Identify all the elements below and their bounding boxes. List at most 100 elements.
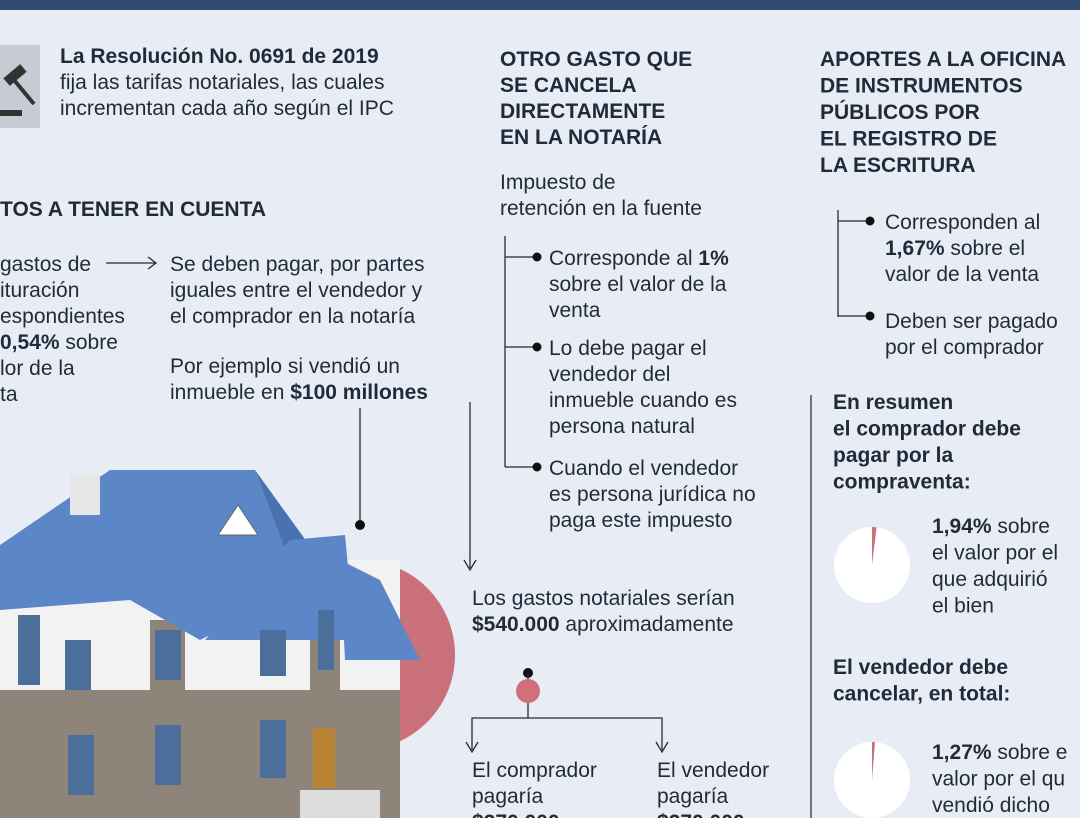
text-run: APORTES A LA OFICINA [820, 48, 1066, 71]
summary-heading: pagar por la [833, 444, 954, 467]
text-run: que adquirió [932, 568, 1048, 591]
text-run: $540.000 [472, 613, 560, 636]
summary-text: 1,94% sobre [932, 515, 1050, 538]
text-run: 1,67% [885, 237, 945, 260]
text-run: Los gastos notariales serían [472, 587, 735, 610]
text-run: En resumen [833, 391, 953, 414]
bullet-text: Lo debe pagar el [549, 337, 707, 360]
section-heading: DIRECTAMENTE [500, 100, 665, 123]
bullet-text: Deben ser pagado [885, 310, 1058, 333]
text-run: valor de la venta [885, 263, 1039, 286]
text-run: paga este impuesto [549, 509, 732, 532]
buyer-text: $270.000 [472, 811, 560, 818]
text-run: compraventa: [833, 471, 971, 494]
pie-icons [834, 527, 910, 818]
summary-text: el valor por el [932, 542, 1058, 565]
summary-heading: compraventa: [833, 471, 971, 494]
text-run: Se deben pagar, por partes [170, 253, 425, 276]
connectors [106, 210, 875, 818]
text-run: pagar por la [833, 444, 954, 467]
text-run: ta [0, 383, 18, 406]
text-run: $270.000 [472, 811, 560, 818]
text-run: espondientes [0, 305, 125, 328]
text-layer: La Resolución No. 0691 de 2019 fija las t… [0, 45, 1067, 818]
payment-text: iguales entre el vendedor y [170, 279, 423, 302]
text-run: 1,94% [932, 515, 992, 538]
text-run: 0,54% [0, 331, 60, 354]
text-run: DIRECTAMENTE [500, 100, 665, 123]
example-text: inmueble en $100 millones [170, 381, 428, 404]
buyer-text: El comprador [472, 759, 597, 782]
text-run: vendió dicho [932, 794, 1050, 817]
text-run: sobre e [992, 741, 1068, 764]
section-heading: SE CANCELA [500, 74, 637, 97]
text-run: Lo debe pagar el [549, 337, 707, 360]
summary-text: valor por el qu [932, 768, 1065, 791]
text-run: Corresponden al [885, 211, 1040, 234]
text-run: $100 millones [290, 381, 428, 404]
section-heading: EN LA NOTARÍA [500, 126, 662, 149]
text-run: inmueble en [170, 381, 290, 404]
subheading: retención en la fuente [500, 197, 702, 220]
cost-text: lor de la [0, 357, 75, 380]
section-heading: APORTES A LA OFICINA [820, 48, 1066, 71]
bullet-text: vendedor del [549, 363, 670, 386]
bullet-text: por el comprador [885, 336, 1044, 359]
house-illustration [0, 470, 455, 818]
example-text: Por ejemplo si vendió un [170, 355, 400, 378]
text-run: ituración [0, 279, 79, 302]
text-run: PÚBLICOS POR [820, 100, 980, 124]
text-run: TOS A TENER EN CUENTA [0, 198, 266, 221]
seller-text: El vendedor [657, 759, 769, 782]
text-run: Corresponde al [549, 247, 698, 270]
text-run: sobre [60, 331, 118, 354]
text-run: Por ejemplo si vendió un [170, 355, 400, 378]
bullet-text: Cuando el vendedor [549, 457, 738, 480]
text-run: sobre el valor de la [549, 273, 727, 296]
total-text: Los gastos notariales serían [472, 587, 735, 610]
text-run: incrementan cada año según el IPC [60, 97, 394, 120]
text-run: Impuesto de [500, 171, 616, 194]
text-run: pagaría [472, 785, 544, 808]
text-run: sobre el [945, 237, 1026, 260]
summary-text: 1,27% sobre e [932, 741, 1067, 764]
cost-text: gastos de [0, 253, 91, 276]
text-run: por el comprador [885, 336, 1044, 359]
section-heading: TOS A TENER EN CUENTA [0, 198, 266, 221]
text-run: La Resolución No. 0691 de 2019 [60, 45, 379, 68]
text-run: el comprador debe [833, 418, 1021, 441]
seller-text: pagaría [657, 785, 729, 808]
section-heading: EL REGISTRO DE [820, 128, 997, 151]
summary-heading: cancelar, en total: [833, 683, 1010, 706]
summary-text: vendió dicho [932, 794, 1050, 817]
summary-text: el bien [932, 595, 994, 618]
text-run: gastos de [0, 253, 91, 276]
buyer-text: pagaría [472, 785, 544, 808]
bullet-text: inmueble cuando es [549, 389, 737, 412]
text-run: venta [549, 299, 601, 322]
resolution-text: fija las tarifas notariales, las cuales [60, 71, 385, 94]
cost-text: 0,54% sobre [0, 331, 118, 354]
text-run: el bien [932, 595, 994, 618]
top-band [0, 0, 1080, 10]
bullet-text: valor de la venta [885, 263, 1039, 286]
text-run: persona natural [549, 415, 695, 438]
text-run: valor por el qu [932, 768, 1065, 791]
text-run: iguales entre el vendedor y [170, 279, 423, 302]
bullet-text: 1,67% sobre el [885, 237, 1025, 260]
section-heading: LA ESCRITURA [820, 154, 976, 177]
text-run: EN LA NOTARÍA [500, 126, 662, 149]
text-run: El comprador [472, 759, 597, 782]
subheading: Impuesto de [500, 171, 616, 194]
payment-text: Se deben pagar, por partes [170, 253, 425, 276]
text-run: cancelar, en total: [833, 683, 1010, 706]
text-run: El vendedor [657, 759, 769, 782]
text-run: Deben ser pagado [885, 310, 1058, 333]
text-run: pagaría [657, 785, 729, 808]
bullet-text: es persona jurídica no [549, 483, 756, 506]
summary-heading: En resumen [833, 391, 953, 414]
summary-heading: El vendedor debe [833, 656, 1008, 679]
text-run: el comprador en la notaría [170, 305, 415, 328]
